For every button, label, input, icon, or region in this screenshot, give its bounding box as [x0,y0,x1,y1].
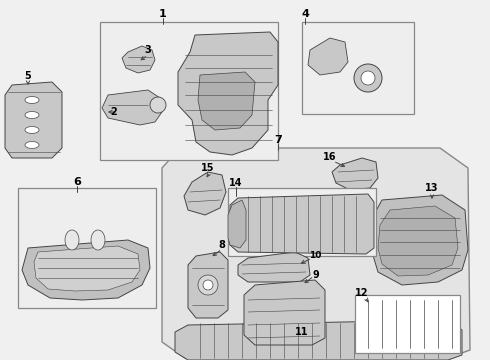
Text: 5: 5 [24,71,31,81]
Polygon shape [230,194,374,254]
Polygon shape [308,38,348,75]
Ellipse shape [91,230,105,250]
Polygon shape [175,320,462,360]
Polygon shape [184,172,226,215]
Polygon shape [162,148,470,358]
Text: 4: 4 [301,9,309,19]
Text: 14: 14 [229,178,243,188]
Polygon shape [238,252,310,282]
Ellipse shape [25,141,39,148]
Text: 7: 7 [274,135,282,145]
Polygon shape [178,32,278,155]
Bar [100,22,278,160]
Polygon shape [378,206,458,276]
Text: 11: 11 [295,327,309,337]
Bar [18,188,156,308]
Circle shape [203,280,213,290]
Text: 8: 8 [219,240,225,250]
Polygon shape [122,46,155,73]
Circle shape [150,97,166,113]
Polygon shape [102,90,162,125]
Polygon shape [34,246,140,291]
Polygon shape [228,200,246,248]
Bar [228,188,376,256]
Text: 3: 3 [145,45,151,55]
Polygon shape [188,252,228,318]
Circle shape [354,64,382,92]
Polygon shape [244,280,325,345]
Ellipse shape [25,112,39,118]
Bar [302,22,414,114]
Text: 15: 15 [201,163,215,173]
Text: 13: 13 [425,183,439,193]
Polygon shape [332,158,378,190]
Polygon shape [22,240,150,300]
Ellipse shape [25,126,39,134]
Text: 10: 10 [309,251,321,260]
Text: 1: 1 [159,9,167,19]
Circle shape [198,275,218,295]
Polygon shape [372,195,468,285]
Circle shape [361,71,375,85]
Text: 16: 16 [323,152,337,162]
Text: 9: 9 [313,270,319,280]
Text: 12: 12 [355,288,369,298]
Ellipse shape [65,230,79,250]
Text: 6: 6 [73,177,81,187]
Text: 2: 2 [111,107,118,117]
Polygon shape [5,82,62,158]
Polygon shape [198,72,255,130]
Ellipse shape [25,96,39,104]
Bar [355,295,460,353]
